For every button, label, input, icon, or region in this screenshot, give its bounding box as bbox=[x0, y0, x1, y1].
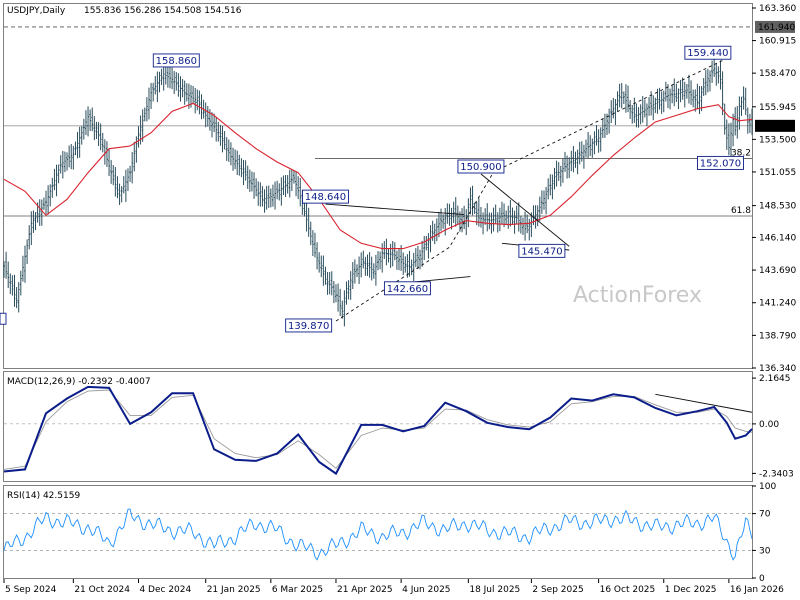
macd-trendline bbox=[655, 393, 753, 413]
price-y-tick-label: 151.055 bbox=[759, 168, 796, 178]
rsi-line bbox=[3, 508, 753, 561]
price-y-tick-label: 138.790 bbox=[759, 331, 796, 341]
price-tag-box bbox=[755, 20, 795, 33]
price-y-tick-label: 143.690 bbox=[759, 266, 796, 276]
macd-y-tick-label: 0.00 bbox=[759, 420, 779, 430]
price-pane-frame bbox=[3, 3, 753, 369]
price-callout-label: 150.900 bbox=[460, 162, 501, 173]
price-callout-label: 139.870 bbox=[288, 321, 329, 332]
price-callout-label: 158.860 bbox=[156, 56, 197, 67]
price-callout-label: 159.440 bbox=[687, 48, 728, 59]
price-callout-box bbox=[684, 45, 732, 60]
x-tick-label: 6 Mar 2025 bbox=[272, 585, 323, 595]
x-tick-label: 4 Jun 2025 bbox=[402, 585, 450, 595]
rsi-pane-frame bbox=[3, 485, 753, 579]
macd-signal-line bbox=[3, 389, 753, 470]
fib-level-label: 61.8 bbox=[731, 206, 751, 216]
x-tick-label: 5 Sep 2024 bbox=[5, 585, 57, 595]
price-y-tick-label: 153.500 bbox=[759, 135, 796, 145]
x-tick-label: 21 Apr 2025 bbox=[337, 585, 393, 595]
price-callout-label: 142.660 bbox=[387, 284, 428, 295]
price-y-tick-label: 158.470 bbox=[759, 69, 796, 79]
x-tick-label: 21 Oct 2024 bbox=[74, 585, 130, 595]
price-y-tick-label: 136.340 bbox=[759, 364, 796, 374]
ohlc-readout: 155.836 156.286 154.508 154.516 bbox=[84, 6, 242, 16]
price-tag-label: 161.940 bbox=[758, 23, 795, 33]
price-tag-label: 154.516 bbox=[758, 122, 795, 132]
price-y-tick-label: 160.915 bbox=[759, 37, 796, 47]
price-y-tick-label: 155.945 bbox=[759, 103, 796, 113]
rsi-y-tick-label: 30 bbox=[759, 546, 771, 556]
chart-title: USDJPY,Daily bbox=[7, 6, 66, 16]
x-tick-label: 2 Sep 2025 bbox=[532, 585, 583, 595]
macd-line bbox=[3, 385, 753, 476]
macd-y-tick-label: 2.1645 bbox=[759, 374, 791, 384]
moving-average-line bbox=[3, 102, 753, 250]
trendline bbox=[480, 173, 570, 247]
x-tick-label: 21 Jan 2025 bbox=[207, 585, 261, 595]
price-callout-box bbox=[383, 281, 431, 296]
price-callout-box bbox=[302, 189, 349, 204]
x-tick-label: 1 Dec 2025 bbox=[665, 585, 717, 595]
price-callout-box bbox=[285, 318, 333, 333]
price-callout-box bbox=[697, 155, 744, 170]
price-tag-box bbox=[755, 119, 795, 132]
price-callout-box bbox=[152, 53, 200, 68]
rsi-title: RSI(14) 42.5159 bbox=[7, 491, 80, 501]
watermark-text: ActionForex bbox=[573, 283, 702, 308]
fib-level-label: 38.2 bbox=[731, 148, 751, 158]
price-y-tick-label: 163.360 bbox=[759, 4, 796, 14]
x-tick-label: 18 Jul 2025 bbox=[469, 585, 520, 595]
price-callout-box bbox=[518, 243, 566, 258]
price-y-tick-label: 141.240 bbox=[759, 299, 796, 309]
price-y-tick-label: 146.140 bbox=[759, 233, 796, 243]
rsi-y-tick-label: 100 bbox=[759, 482, 776, 492]
macd-title: MACD(12,26,9) -0.2392 -0.4007 bbox=[7, 377, 151, 387]
trendline bbox=[325, 203, 465, 216]
rsi-y-tick-label: 70 bbox=[759, 510, 771, 520]
price-callout-label: 145.470 bbox=[521, 246, 562, 257]
price-callout-label: 148.640 bbox=[305, 192, 346, 203]
price-callout-box bbox=[457, 159, 505, 174]
macd-y-tick-label: -2.3403 bbox=[759, 469, 794, 479]
left-edge-callout-stub bbox=[0, 312, 7, 325]
x-tick-label: 4 Dec 2024 bbox=[139, 585, 191, 595]
macd-pane-frame bbox=[3, 371, 753, 482]
rsi-y-tick-label: 0 bbox=[759, 574, 765, 584]
x-tick-label: 16 Jan 2026 bbox=[730, 585, 784, 595]
x-tick-label: 16 Oct 2025 bbox=[600, 585, 656, 595]
price-y-tick-label: 148.530 bbox=[759, 202, 796, 212]
price-callout-label: 152.070 bbox=[700, 158, 741, 169]
